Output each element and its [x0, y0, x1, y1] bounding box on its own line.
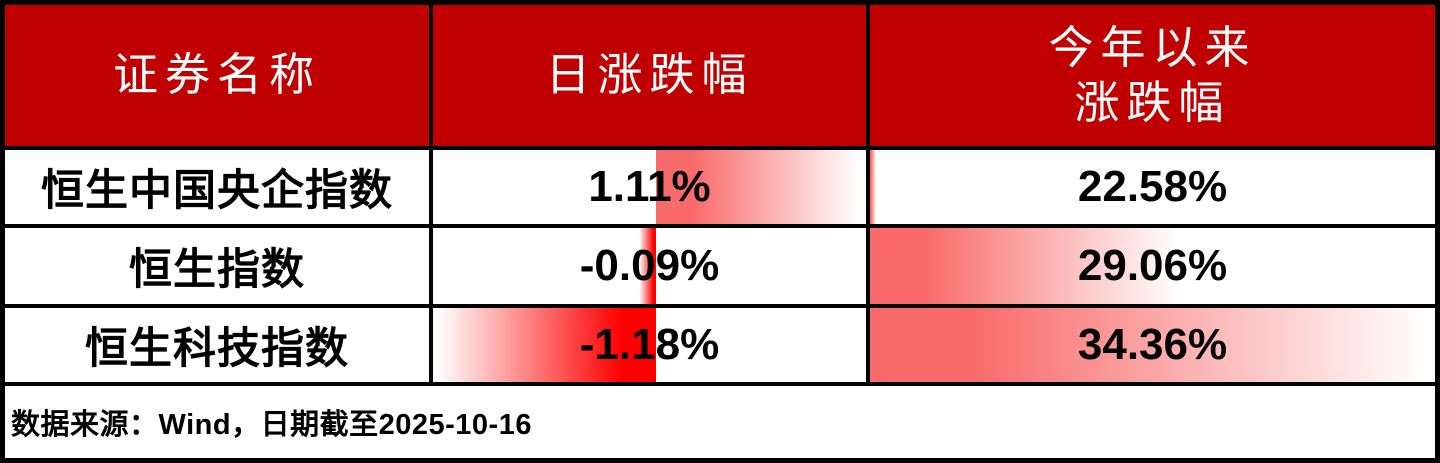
ytd-change-value: 29.06%	[1077, 241, 1228, 290]
security-name-text: 恒生指数	[129, 246, 305, 294]
header-daily-change: 日涨跌幅	[433, 5, 870, 150]
header-ytd-line1: 今年以来	[1048, 20, 1257, 74]
security-name-text: 恒生中国央企指数	[41, 167, 393, 215]
table-cell-ytd: 34.36%	[870, 308, 1435, 386]
table-cell-ytd: 22.58%	[870, 150, 1435, 228]
table-cell-daily: 1.11%	[433, 150, 870, 228]
daily-change-value: -1.18%	[579, 320, 720, 369]
ytd-change-databar	[870, 228, 1184, 304]
table-cell-daily: -0.09%	[433, 228, 870, 308]
header-security-name-label: 证券名称	[112, 48, 321, 102]
daily-change-databar	[433, 308, 657, 382]
table-row-name: 恒生指数	[5, 228, 433, 308]
daily-change-value: -0.09%	[579, 241, 720, 290]
ytd-change-databar	[870, 150, 876, 224]
source-note: 数据来源：Wind，日期截至2025-10-16	[5, 386, 1435, 458]
daily-change-databar	[656, 150, 866, 224]
header-ytd-change: 今年以来 涨跌幅	[870, 5, 1435, 150]
table-cell-daily: -1.18%	[433, 308, 870, 386]
source-note-text: 数据来源：Wind，日期截至2025-10-16	[11, 409, 532, 441]
header-security-name: 证券名称	[5, 5, 433, 150]
table-row-name: 恒生科技指数	[5, 308, 433, 386]
security-name-text: 恒生科技指数	[85, 325, 349, 373]
header-ytd-line2: 涨跌幅	[1074, 75, 1231, 129]
header-daily-change-label: 日涨跌幅	[545, 48, 754, 102]
daily-change-value: 1.11%	[588, 162, 711, 211]
daily-change-databar	[639, 228, 657, 304]
ytd-change-value: 34.36%	[1077, 320, 1228, 369]
ytd-change-value: 22.58%	[1077, 162, 1228, 211]
table-row-name: 恒生中国央企指数	[5, 150, 433, 228]
table-cell-ytd: 29.06%	[870, 228, 1435, 308]
header-ytd-change-label: 今年以来 涨跌幅	[1048, 21, 1256, 131]
ytd-change-databar	[870, 308, 1435, 382]
